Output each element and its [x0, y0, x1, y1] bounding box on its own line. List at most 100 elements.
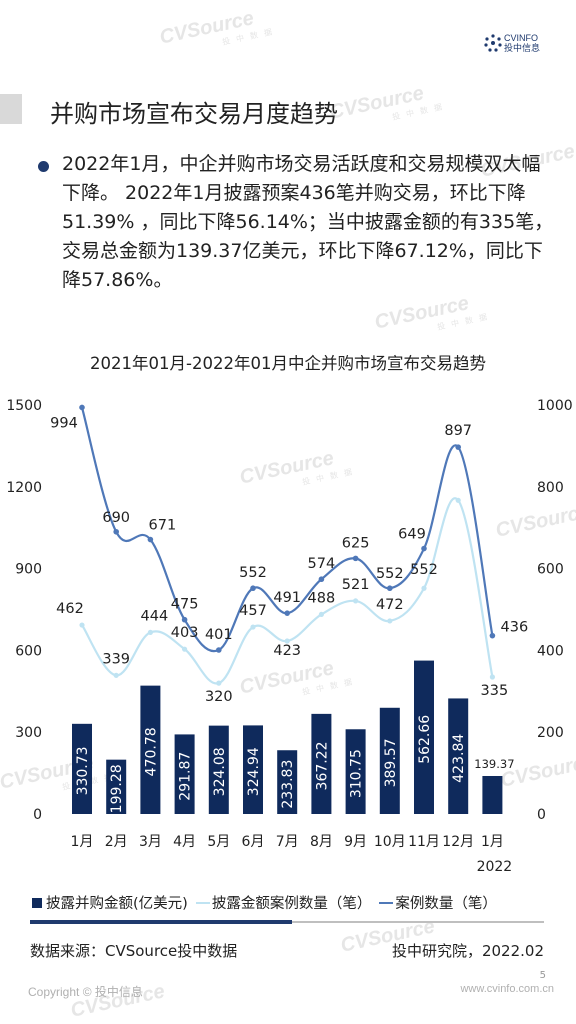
line-data-label: 897 [444, 423, 472, 439]
series-point [147, 536, 154, 543]
line-data-label: 423 [273, 643, 301, 659]
series-point [387, 618, 393, 624]
series-point [79, 404, 85, 411]
x-tick-label: 10月 [374, 834, 406, 850]
series-point [79, 622, 85, 628]
data-source: 数据来源：CVSource投中数据 [30, 942, 238, 960]
bar [243, 725, 263, 814]
bar [277, 750, 298, 814]
line-data-label: 552 [376, 566, 404, 582]
bar-data-label: 324.08 [212, 747, 228, 796]
line-data-label: 625 [342, 535, 370, 551]
bar [379, 707, 400, 814]
x-tick-label: 5月 [207, 834, 230, 850]
x-tick-label: 9月 [344, 834, 367, 850]
series-point [421, 585, 427, 591]
chart-title: 2021年01月-2022年01月中企并购市场宣布交易趋势 [90, 354, 486, 373]
series-point [216, 680, 222, 686]
x-tick-label: 2月 [105, 834, 128, 850]
bar-data-label: 423.84 [451, 734, 467, 783]
bar-data-label: 310.75 [349, 749, 365, 798]
line-data-label: 475 [171, 597, 199, 613]
series-point [182, 646, 188, 652]
line-data-label: 491 [273, 590, 301, 606]
series-point [181, 616, 188, 623]
line-data-label: 320 [205, 689, 233, 705]
bar [208, 725, 229, 814]
line-data-label: 690 [102, 510, 130, 526]
series-point [489, 632, 496, 639]
copyright: Copyright © 投中信息 [28, 985, 143, 999]
line-data-label: 521 [342, 577, 370, 593]
line-data-label: 552 [410, 562, 438, 578]
y-left-tick-label: 1500 [6, 398, 42, 414]
legend-label: 披露金额案例数量（笔） [211, 896, 372, 912]
series-point [489, 674, 495, 680]
series-point [352, 555, 359, 562]
line-data-label: 671 [149, 518, 177, 534]
y-right-tick-label: 600 [537, 562, 564, 578]
legend-item-disclosed-count: 披露金额案例数量（笔） [195, 892, 372, 913]
legend-swatch-line [195, 901, 210, 904]
line-data-label: 649 [398, 527, 426, 543]
line-data-label: 335 [481, 683, 509, 699]
footer-divider [292, 921, 544, 923]
footer-divider [30, 920, 292, 924]
logo: CVINFO 投中信息 [482, 32, 540, 54]
summary-text: 2022年1月，中企并购市场交易活跃度和交易规模双大幅下降。 2022年1月披露… [62, 153, 554, 291]
series-point [318, 576, 325, 583]
line-data-label: 436 [501, 620, 529, 636]
x-year-label: 2022 [477, 859, 513, 875]
bar [140, 685, 161, 814]
chart-legend: 披露并购金额(亿美元) 披露金额案例数量（笔） 案例数量（笔） [32, 892, 505, 913]
series-point [284, 610, 291, 616]
line-data-label: 552 [239, 565, 267, 581]
bar [482, 775, 503, 814]
series-point [318, 611, 324, 618]
legend-item-count: 案例数量（笔） [379, 892, 497, 913]
x-tick-label: 11月 [408, 834, 440, 850]
series-point [387, 585, 393, 592]
y-left-tick-label: 1200 [6, 480, 42, 496]
legend-swatch-bar [32, 897, 42, 908]
series-point [216, 647, 222, 653]
bullet-icon [38, 161, 49, 172]
bar-data-label: 199.28 [109, 764, 125, 813]
y-right-tick-label: 0 [537, 807, 546, 823]
y-right-tick-label: 400 [537, 643, 564, 659]
x-tick-label: 6月 [242, 834, 265, 850]
bar-data-label: 324.94 [246, 747, 262, 796]
bar [174, 734, 195, 814]
x-tick-label: 8月 [310, 834, 333, 850]
website: www.cvinfo.com.cn [460, 983, 554, 995]
cvinfo-logo-icon [484, 34, 502, 52]
legend-label: 案例数量（笔） [395, 896, 497, 912]
x-tick-label: 1月 [481, 834, 504, 850]
x-tick-label: 4月 [173, 834, 196, 850]
page-title: 并购市场宣布交易月度趋势 [50, 100, 338, 128]
bar [448, 698, 469, 814]
bar-data-label: 330.73 [75, 746, 91, 795]
line-data-label: 574 [308, 556, 336, 572]
y-right-tick-label: 200 [537, 725, 564, 741]
line-data-label: 994 [50, 415, 78, 431]
series-point [113, 528, 119, 535]
x-tick-label: 12月 [442, 834, 474, 850]
title-accent-bar [0, 94, 22, 124]
series-point [284, 638, 290, 644]
bar-data-label: 233.83 [280, 760, 296, 809]
legend-item-amount: 披露并购金额(亿美元) [32, 892, 188, 913]
bar [414, 660, 434, 814]
line-data-label: 444 [141, 608, 169, 624]
y-left-tick-label: 0 [33, 807, 42, 823]
series-point [421, 545, 427, 552]
y-left-tick-label: 300 [15, 725, 42, 741]
y-right-tick-label: 1000 [537, 398, 573, 414]
y-left-tick-label: 600 [15, 643, 42, 659]
bar-data-label: 139.37 [474, 757, 514, 771]
series-point [353, 598, 359, 604]
line-data-label: 462 [56, 601, 84, 617]
x-tick-label: 7月 [276, 834, 299, 850]
series-point [113, 672, 119, 678]
